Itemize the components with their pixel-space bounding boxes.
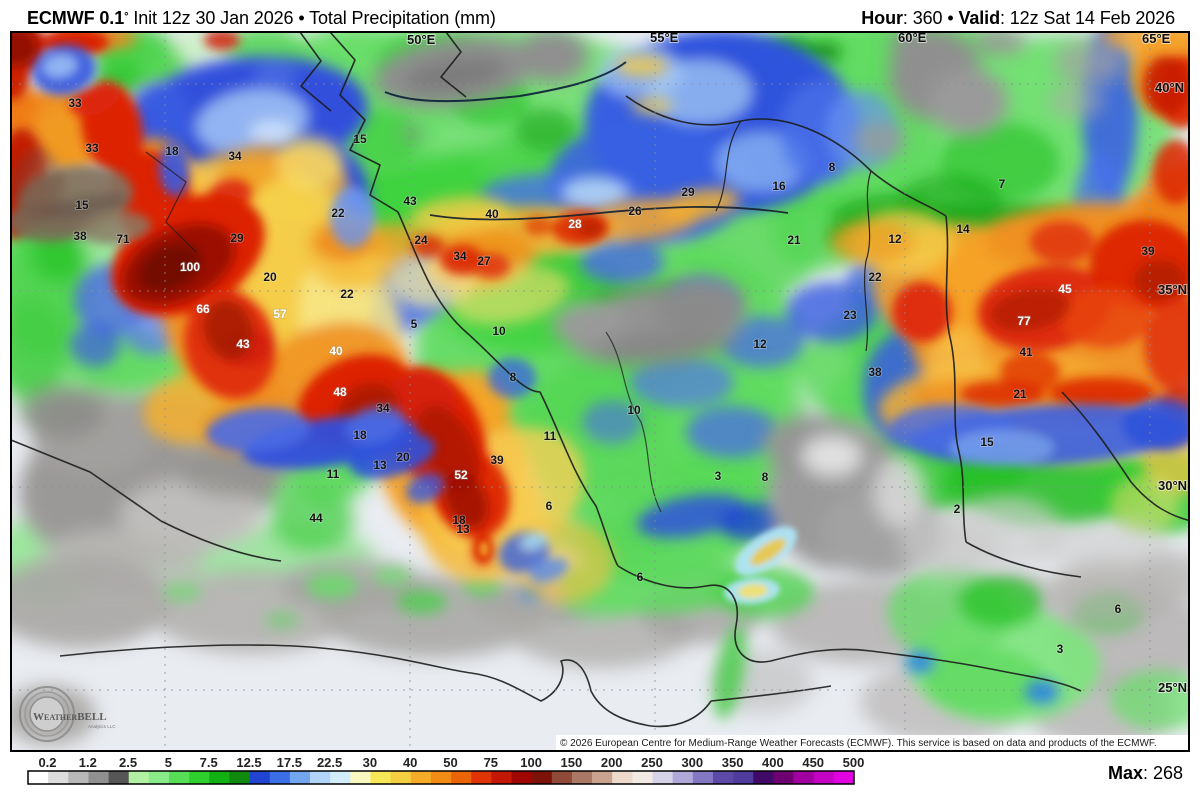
svg-text:18: 18 bbox=[165, 144, 179, 158]
svg-text:26: 26 bbox=[628, 204, 642, 218]
svg-text:12.5: 12.5 bbox=[236, 755, 261, 770]
svg-text:28: 28 bbox=[568, 217, 582, 231]
svg-text:6: 6 bbox=[637, 570, 644, 584]
svg-text:52: 52 bbox=[454, 468, 468, 482]
svg-text:3: 3 bbox=[715, 469, 722, 483]
svg-text:450: 450 bbox=[802, 755, 824, 770]
svg-text:7.5: 7.5 bbox=[200, 755, 218, 770]
svg-text:200: 200 bbox=[601, 755, 623, 770]
svg-text:WEATHERBELL: WEATHERBELL bbox=[33, 711, 107, 723]
svg-text:34: 34 bbox=[453, 249, 467, 263]
svg-text:7: 7 bbox=[999, 177, 1006, 191]
svg-text:38: 38 bbox=[868, 365, 882, 379]
svg-text:13: 13 bbox=[373, 458, 387, 472]
svg-text:250: 250 bbox=[641, 755, 663, 770]
svg-text:60°E: 60°E bbox=[898, 30, 927, 45]
svg-text:10: 10 bbox=[627, 403, 641, 417]
svg-text:22: 22 bbox=[340, 287, 354, 301]
svg-text:3: 3 bbox=[1057, 642, 1064, 656]
svg-text:65°E: 65°E bbox=[1142, 31, 1171, 46]
svg-text:18: 18 bbox=[452, 513, 466, 527]
svg-text:100: 100 bbox=[520, 755, 542, 770]
svg-text:© 2026 European Centre for Med: © 2026 European Centre for Medium-Range … bbox=[560, 738, 1157, 749]
svg-text:10: 10 bbox=[492, 324, 506, 338]
svg-text:35°N: 35°N bbox=[1158, 282, 1187, 297]
svg-text:41: 41 bbox=[1019, 345, 1033, 359]
svg-text:39: 39 bbox=[1141, 244, 1155, 258]
svg-text:21: 21 bbox=[1013, 387, 1027, 401]
svg-text:100: 100 bbox=[180, 260, 200, 274]
svg-text:11: 11 bbox=[544, 429, 557, 443]
svg-text:48: 48 bbox=[333, 385, 347, 399]
svg-text:500: 500 bbox=[843, 755, 865, 770]
svg-text:2.5: 2.5 bbox=[119, 755, 137, 770]
svg-text:57: 57 bbox=[273, 307, 287, 321]
svg-text:75: 75 bbox=[484, 755, 498, 770]
svg-text:38: 38 bbox=[73, 229, 87, 243]
svg-text:44: 44 bbox=[309, 511, 323, 525]
svg-text:66: 66 bbox=[196, 302, 210, 316]
svg-text:Analytics LLC: Analytics LLC bbox=[88, 724, 116, 729]
svg-text:8: 8 bbox=[762, 470, 769, 484]
svg-text:17.5: 17.5 bbox=[277, 755, 302, 770]
svg-text:15: 15 bbox=[980, 435, 994, 449]
svg-text:77: 77 bbox=[1017, 314, 1031, 328]
svg-text:11: 11 bbox=[327, 467, 340, 481]
svg-text:30: 30 bbox=[363, 755, 377, 770]
svg-text:14: 14 bbox=[956, 222, 970, 236]
svg-text:350: 350 bbox=[722, 755, 744, 770]
svg-text:1.2: 1.2 bbox=[79, 755, 97, 770]
svg-text:50°E: 50°E bbox=[407, 32, 436, 47]
svg-text:40: 40 bbox=[485, 207, 499, 221]
svg-text:22: 22 bbox=[868, 270, 882, 284]
svg-text:12: 12 bbox=[753, 337, 767, 351]
svg-text:43: 43 bbox=[403, 194, 417, 208]
svg-text:24: 24 bbox=[414, 233, 428, 247]
svg-text:22: 22 bbox=[331, 206, 345, 220]
svg-text:2: 2 bbox=[954, 502, 961, 516]
svg-text:0.2: 0.2 bbox=[38, 755, 56, 770]
svg-text:150: 150 bbox=[561, 755, 583, 770]
svg-text:29: 29 bbox=[681, 185, 695, 199]
svg-text:300: 300 bbox=[681, 755, 703, 770]
svg-text:5: 5 bbox=[165, 755, 172, 770]
svg-text:29: 29 bbox=[230, 231, 244, 245]
svg-text:45: 45 bbox=[1058, 282, 1072, 296]
svg-text:12: 12 bbox=[888, 232, 902, 246]
svg-text:8: 8 bbox=[510, 370, 517, 384]
svg-text:40: 40 bbox=[403, 755, 417, 770]
svg-text:34: 34 bbox=[376, 401, 390, 415]
svg-text:8: 8 bbox=[829, 160, 836, 174]
svg-text:71: 71 bbox=[116, 232, 130, 246]
svg-text:400: 400 bbox=[762, 755, 784, 770]
svg-text:50: 50 bbox=[443, 755, 457, 770]
svg-text:27: 27 bbox=[477, 254, 491, 268]
svg-text:55°E: 55°E bbox=[650, 30, 679, 45]
svg-text:6: 6 bbox=[546, 499, 553, 513]
svg-text:30°N: 30°N bbox=[1158, 478, 1187, 493]
svg-text:25°N: 25°N bbox=[1158, 680, 1187, 695]
svg-text:23: 23 bbox=[843, 308, 857, 322]
svg-text:33: 33 bbox=[85, 141, 99, 155]
svg-text:21: 21 bbox=[787, 233, 801, 247]
svg-text:40: 40 bbox=[329, 344, 343, 358]
svg-text:15: 15 bbox=[75, 198, 89, 212]
svg-text:13: 13 bbox=[456, 522, 470, 536]
svg-text:33: 33 bbox=[68, 96, 82, 110]
svg-text:22.5: 22.5 bbox=[317, 755, 342, 770]
svg-text:20: 20 bbox=[396, 450, 410, 464]
svg-text:43: 43 bbox=[236, 337, 250, 351]
svg-text:20: 20 bbox=[263, 270, 277, 284]
svg-text:6: 6 bbox=[1115, 602, 1122, 616]
svg-text:34: 34 bbox=[228, 149, 242, 163]
svg-text:15: 15 bbox=[353, 132, 367, 146]
svg-text:40°N: 40°N bbox=[1155, 80, 1184, 95]
svg-text:39: 39 bbox=[490, 453, 504, 467]
svg-text:16: 16 bbox=[772, 179, 786, 193]
svg-text:5: 5 bbox=[411, 317, 418, 331]
svg-text:18: 18 bbox=[353, 428, 367, 442]
